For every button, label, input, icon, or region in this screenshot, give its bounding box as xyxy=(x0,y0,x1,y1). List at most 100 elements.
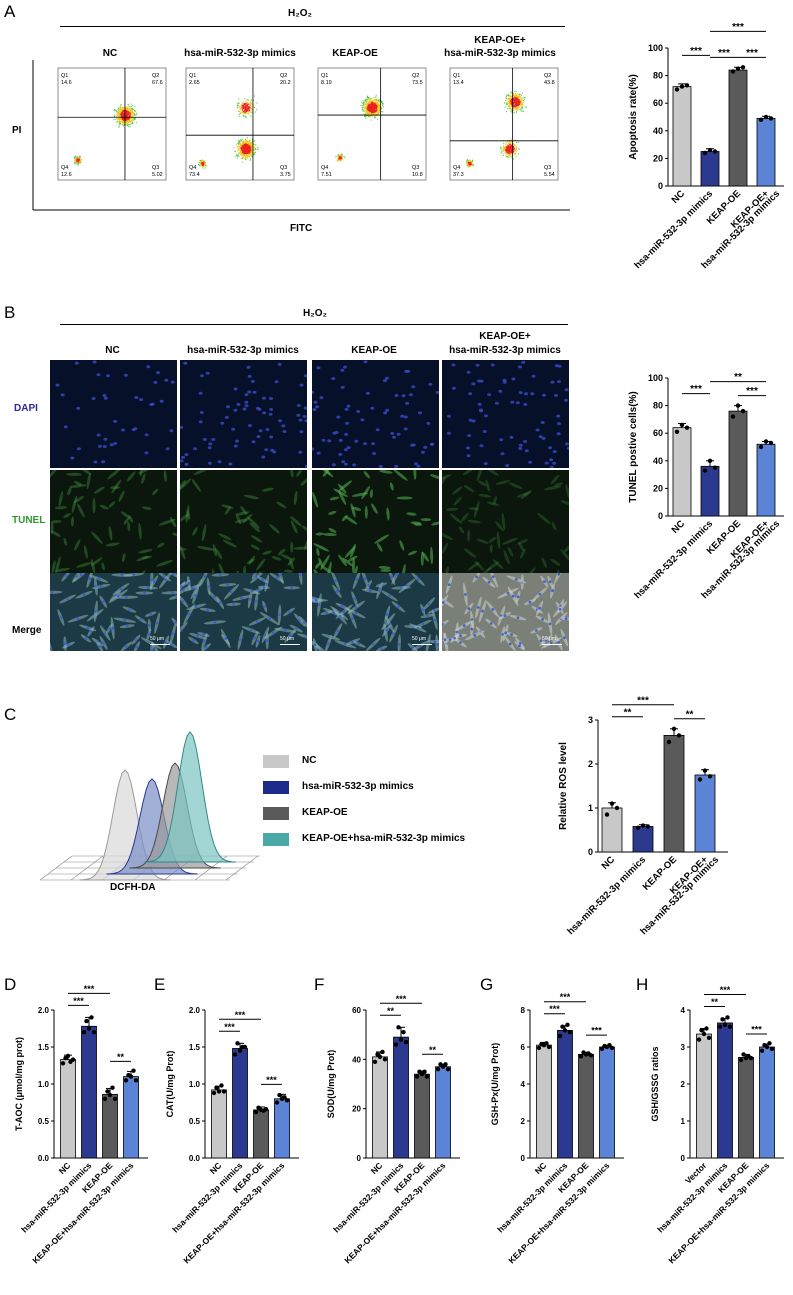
flow-event-dot xyxy=(365,99,367,101)
flow-event-dot xyxy=(367,97,369,99)
flow-event-dot xyxy=(368,101,370,102)
flow-event-dot xyxy=(131,109,132,111)
flow-event-dot xyxy=(248,110,250,112)
flow-event-dot xyxy=(125,112,127,114)
flow-event-dot xyxy=(123,113,125,115)
flow-event-dot xyxy=(246,108,248,110)
flow-event-dot xyxy=(518,109,520,111)
flow-event-dot xyxy=(130,112,132,114)
flow-q2-label: Q2 xyxy=(152,73,159,79)
flow-event-dot xyxy=(79,155,81,157)
y-tick-label: 0 xyxy=(658,181,663,191)
flow-event-dot xyxy=(519,96,521,97)
flow-event-dot xyxy=(363,105,365,107)
flow-event-dot xyxy=(238,153,240,155)
flow-event-dot xyxy=(366,99,368,101)
flow-event-dot xyxy=(378,104,380,106)
flow-event-dot xyxy=(247,107,249,109)
y-tick-label: 1.0 xyxy=(38,1080,50,1089)
flow-event-dot xyxy=(247,155,249,156)
flow-event-dot xyxy=(237,110,239,112)
flow-event-dot xyxy=(251,148,253,150)
flow-event-dot xyxy=(369,104,371,106)
flow-event-dot xyxy=(341,157,343,159)
flow-event-dot xyxy=(238,113,240,115)
flow-event-dot xyxy=(367,106,368,108)
flow-event-dot xyxy=(246,137,248,139)
flow-event-dot xyxy=(243,113,245,115)
flow-event-dot xyxy=(372,102,374,104)
flow-event-dot xyxy=(127,109,129,111)
data-point xyxy=(671,726,677,731)
flow-event-dot xyxy=(130,114,132,116)
flow-event-dot xyxy=(243,103,245,105)
flow-event-dot xyxy=(367,107,369,109)
y-axis-label: T-AOC (μmol/mg prot) xyxy=(14,1037,24,1131)
flow-event-dot xyxy=(119,119,121,121)
flow-event-dot xyxy=(366,97,368,99)
y-tick-label: 40 xyxy=(653,126,663,136)
flow-event-dot xyxy=(366,104,368,105)
flow-event-dot xyxy=(242,157,243,159)
flow-event-dot xyxy=(239,154,241,156)
data-point xyxy=(403,1039,409,1045)
flow-event-dot xyxy=(520,108,522,110)
flow-event-dot xyxy=(368,108,370,110)
flow-event-dot xyxy=(508,94,510,96)
data-point xyxy=(707,774,713,779)
flow-event-dot xyxy=(339,157,341,159)
flow-event-dot xyxy=(242,143,244,145)
flow-event-dot xyxy=(247,105,249,107)
flow-event-dot xyxy=(247,106,249,108)
flow-event-dot xyxy=(343,156,345,158)
data-point xyxy=(401,1030,406,1035)
flow-event-dot xyxy=(513,112,515,114)
y-tick-label: 0 xyxy=(521,1154,526,1163)
flow-event-dot xyxy=(204,164,206,165)
flow-event-dot xyxy=(372,100,374,102)
flow-event-dot xyxy=(247,157,249,159)
flow-event-dot xyxy=(362,108,364,110)
flow-event-dot xyxy=(247,144,249,146)
flow-event-dot xyxy=(129,120,131,122)
flow-event-dot xyxy=(123,110,125,111)
flow-event-dot xyxy=(129,115,131,117)
flow-event-dot xyxy=(247,156,249,158)
flow-event-dot xyxy=(337,154,339,155)
data-point xyxy=(763,114,769,120)
flow-event-dot xyxy=(373,99,375,101)
flow-event-dot xyxy=(244,143,246,145)
flow-event-dot xyxy=(126,116,128,117)
flow-event-dot xyxy=(523,99,525,101)
flow-event-dot xyxy=(202,166,204,167)
flow-q3-value: 5.02 xyxy=(152,172,163,178)
flow-event-dot xyxy=(368,99,370,101)
flow-event-dot xyxy=(381,102,383,103)
flow-event-dot xyxy=(78,160,80,162)
flow-event-dot xyxy=(341,154,343,156)
flow-event-dot xyxy=(251,110,253,112)
flow-event-dot xyxy=(131,120,133,122)
significance-label: *** xyxy=(690,384,702,395)
flow-event-dot xyxy=(341,158,343,160)
flow-event-dot xyxy=(125,117,127,119)
flow-event-dot xyxy=(115,110,117,112)
flow-event-dot xyxy=(247,156,248,158)
flow-event-dot xyxy=(243,149,245,151)
flow-event-dot xyxy=(242,161,244,163)
significance-label: *** xyxy=(637,695,649,706)
significance-label: *** xyxy=(73,996,84,1006)
flow-event-dot xyxy=(368,104,370,106)
flow-event-dot xyxy=(243,143,245,145)
flow-event-dot xyxy=(368,111,370,113)
flow-event-dot xyxy=(202,161,204,163)
flow-event-dot xyxy=(382,105,384,107)
flow-event-dot xyxy=(380,106,382,108)
flow-event-dot xyxy=(78,156,80,158)
flow-event-dot xyxy=(376,115,378,117)
flow-event-dot xyxy=(125,119,127,121)
flow-event-dot xyxy=(246,152,248,154)
flow-event-dot xyxy=(245,151,247,153)
flow-event-dot xyxy=(125,120,127,122)
